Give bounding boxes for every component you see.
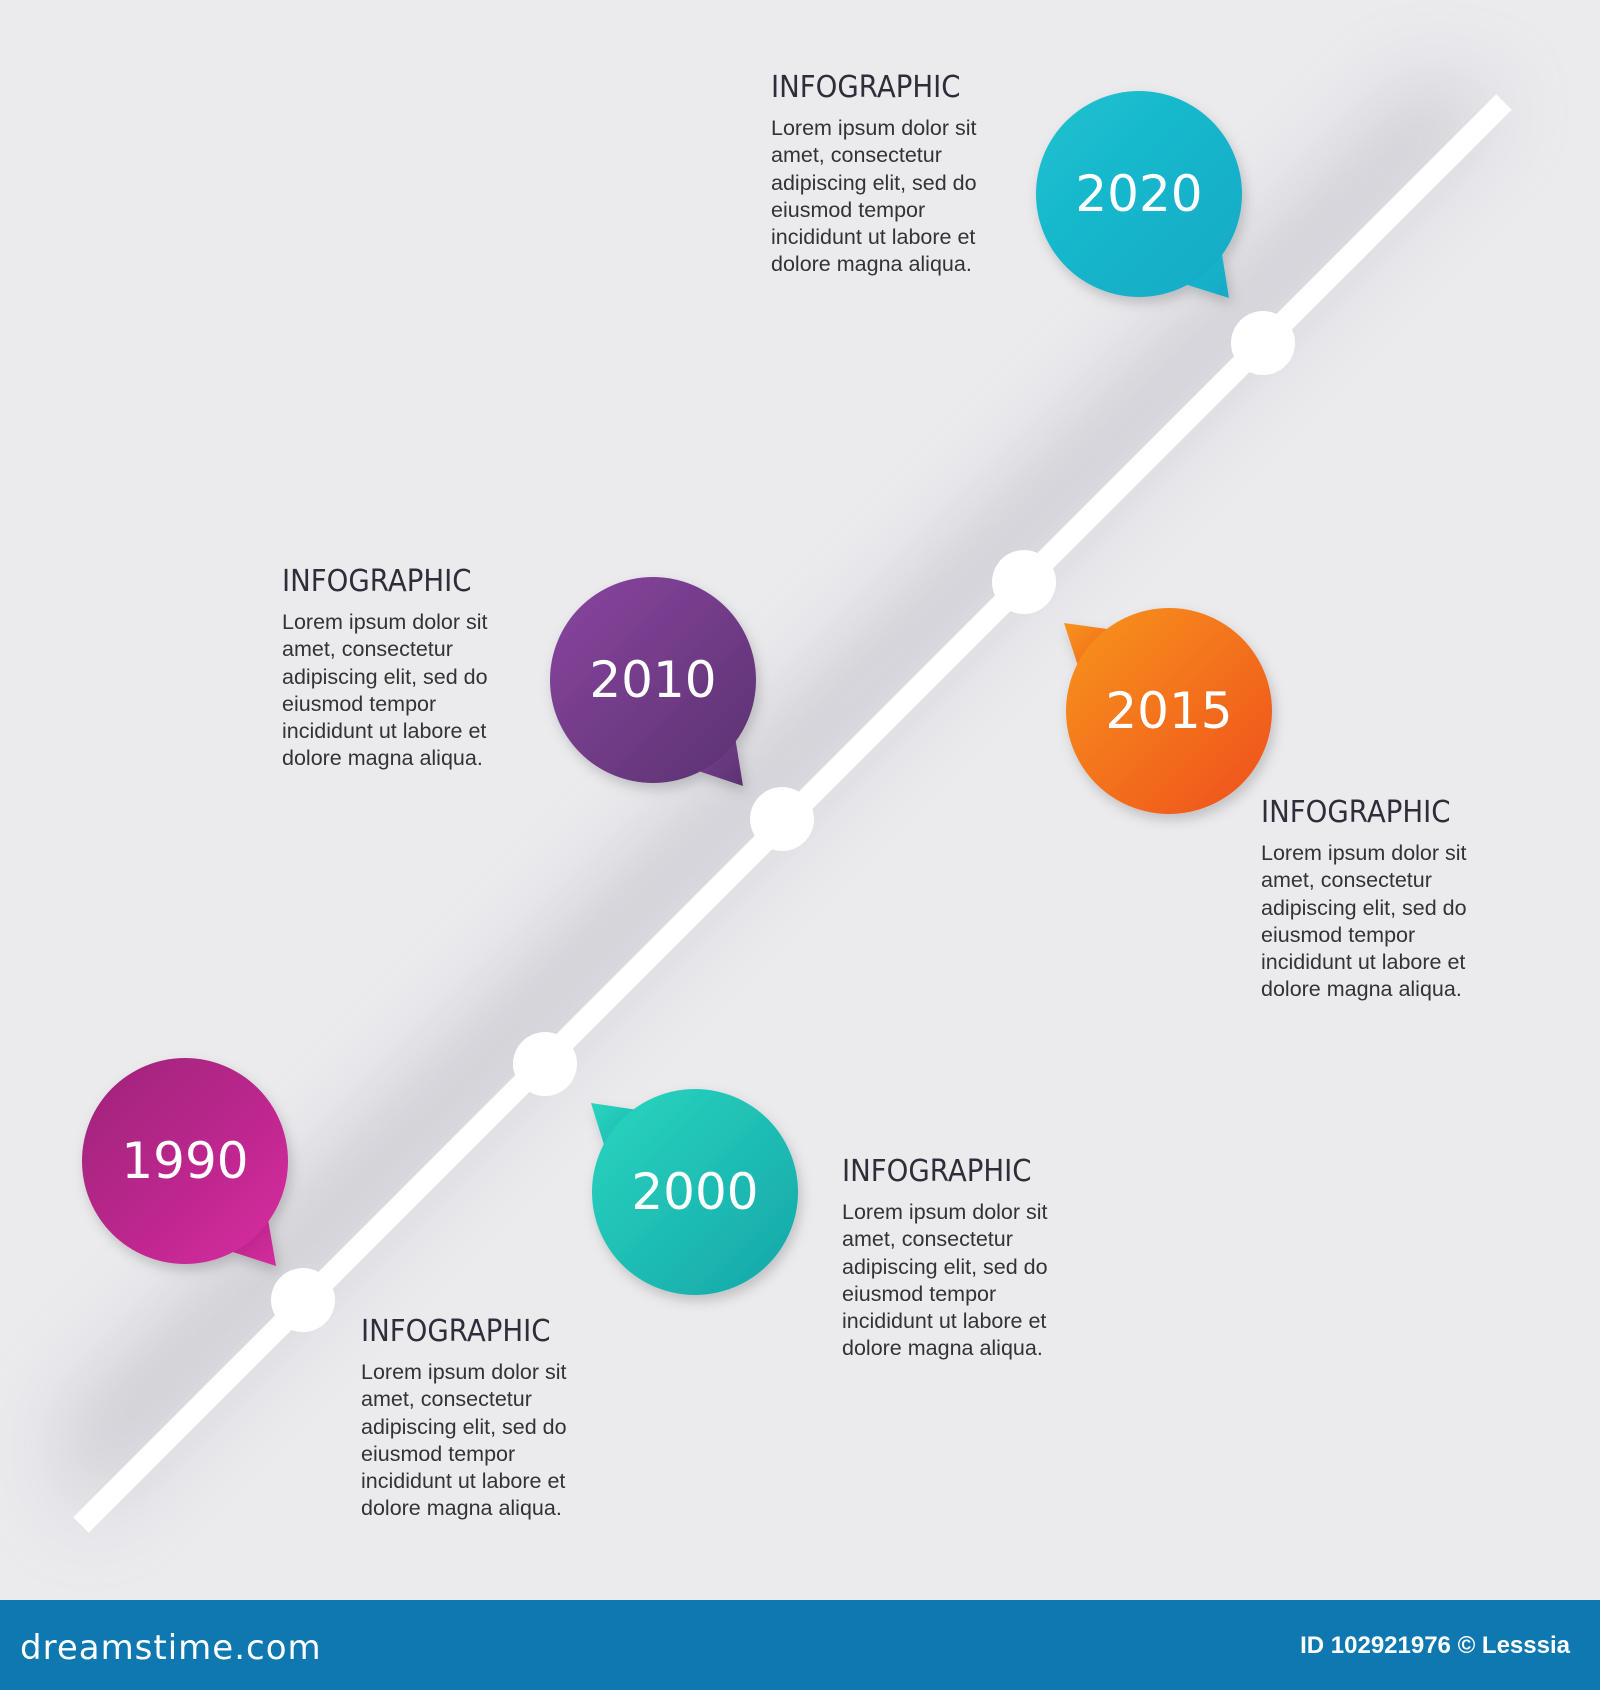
year-bubble-2015 xyxy=(1064,608,1272,814)
timeline-node xyxy=(513,1032,577,1096)
info-body: Lorem ipsum dolor sit amet, consectetur … xyxy=(842,1200,1048,1361)
year-label: 1990 xyxy=(121,1132,249,1190)
info-block-2020: INFOGRAPHIC Lorem ipsum dolor sit amet, … xyxy=(771,71,1031,279)
info-body: Lorem ipsum dolor sit amet, consectetur … xyxy=(361,1360,567,1521)
info-body: Lorem ipsum dolor sit amet, consectetur … xyxy=(1261,841,1467,1002)
info-title: INFOGRAPHIC xyxy=(1261,795,1451,830)
info-block-2010: INFOGRAPHIC Lorem ipsum dolor sit amet, … xyxy=(282,565,542,773)
timeline-node xyxy=(271,1268,335,1332)
year-label: 2020 xyxy=(1075,165,1203,223)
info-block-2015: INFOGRAPHIC Lorem ipsum dolor sit amet, … xyxy=(1261,796,1521,1004)
year-label: 2000 xyxy=(631,1163,759,1221)
year-bubble-2000 xyxy=(591,1089,798,1295)
footer-bar: dreamstime.com ID 102921976 © Lesssia xyxy=(0,1600,1600,1690)
info-title: INFOGRAPHIC xyxy=(361,1314,551,1349)
timeline-graphic xyxy=(60,80,1512,1533)
info-title: INFOGRAPHIC xyxy=(771,70,961,105)
year-label: 2010 xyxy=(589,651,717,709)
info-title: INFOGRAPHIC xyxy=(282,564,472,599)
timeline-node xyxy=(992,550,1056,614)
info-block-1990: INFOGRAPHIC Lorem ipsum dolor sit amet, … xyxy=(361,1315,621,1523)
year-bubble-2010 xyxy=(550,577,756,786)
info-block-2000: INFOGRAPHIC Lorem ipsum dolor sit amet, … xyxy=(842,1155,1102,1363)
info-title: INFOGRAPHIC xyxy=(842,1154,1032,1189)
timeline-node xyxy=(1231,311,1295,375)
info-body: Lorem ipsum dolor sit amet, consectetur … xyxy=(771,116,977,277)
year-bubble-2020 xyxy=(1036,91,1242,298)
timeline-node xyxy=(750,787,814,851)
year-label: 2015 xyxy=(1105,682,1233,740)
image-credit: ID 102921976 © Lesssia xyxy=(1300,1632,1570,1659)
year-bubble-1990 xyxy=(82,1058,288,1266)
info-body: Lorem ipsum dolor sit amet, consectetur … xyxy=(282,610,488,771)
dreamstime-logo[interactable]: dreamstime.com xyxy=(20,1628,322,1668)
